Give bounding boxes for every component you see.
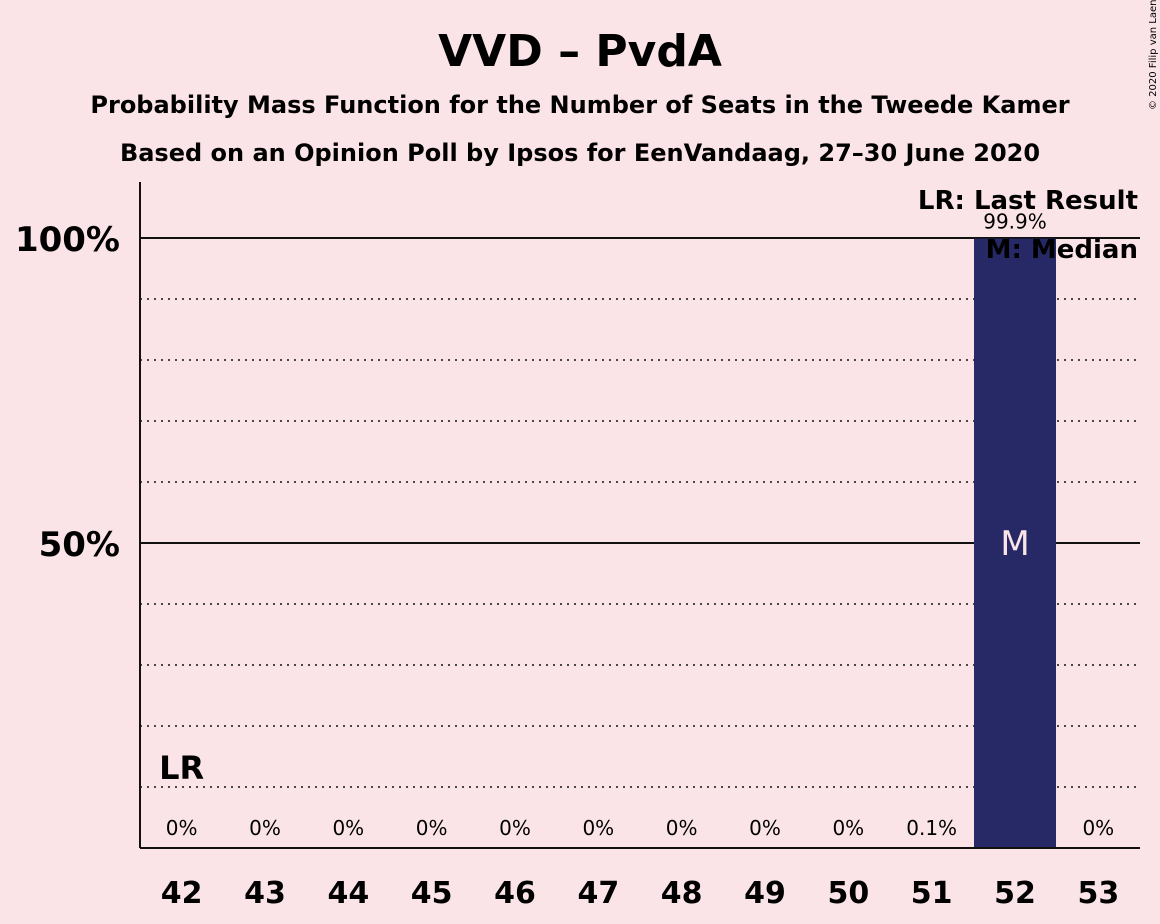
copyright: © 2020 Filip van Laenen <box>1148 0 1159 110</box>
x-tick-label: 42 <box>161 876 203 911</box>
x-tick-label: 47 <box>577 876 619 911</box>
gridlines: 50% 100% <box>15 220 1140 788</box>
data-label: 0% <box>166 816 198 840</box>
data-label: 0% <box>249 816 281 840</box>
data-label: 0% <box>416 816 448 840</box>
x-tick-label: 44 <box>327 876 369 911</box>
y-tick-label: 100% <box>15 220 120 260</box>
x-tick-label: 50 <box>827 876 869 911</box>
chart-title: VVD – PvdA <box>438 26 722 77</box>
bars <box>890 238 1056 849</box>
last-result-marker: LR <box>159 749 204 787</box>
legend-last-result: LR: Last Result <box>918 186 1138 216</box>
bar <box>974 238 1056 849</box>
data-label: 0% <box>749 816 781 840</box>
axes <box>139 182 1140 849</box>
x-tick-label: 53 <box>1077 876 1119 911</box>
x-tick-label: 48 <box>661 876 703 911</box>
legend-median: M: Median <box>986 235 1138 265</box>
chart-subtitle-2: Based on an Opinion Poll by Ipsos for Ee… <box>120 139 1040 167</box>
x-tick-label: 46 <box>494 876 536 911</box>
data-label: 0% <box>582 816 614 840</box>
x-tick-label: 52 <box>994 876 1036 911</box>
y-tick-label: 50% <box>39 525 120 565</box>
data-label: 0% <box>666 816 698 840</box>
x-tick-label: 49 <box>744 876 786 911</box>
data-label: 0% <box>832 816 864 840</box>
x-tick-label: 51 <box>911 876 953 911</box>
x-tick-label: 43 <box>244 876 286 911</box>
data-label: 0% <box>332 816 364 840</box>
x-tick-label: 45 <box>411 876 453 911</box>
data-label: 0% <box>499 816 531 840</box>
median-marker: M <box>1000 524 1029 564</box>
chart-subtitle: Probability Mass Function for the Number… <box>90 91 1069 119</box>
data-label: 0.1% <box>906 816 957 840</box>
data-labels: 0% 42 0% 43 0% 44 0% 45 0% 46 0% 47 0% 48 0% 49 0% 50 0.1%… <box>159 210 1119 911</box>
data-label: 99.9% <box>983 210 1047 234</box>
data-label: 0% <box>1082 816 1114 840</box>
